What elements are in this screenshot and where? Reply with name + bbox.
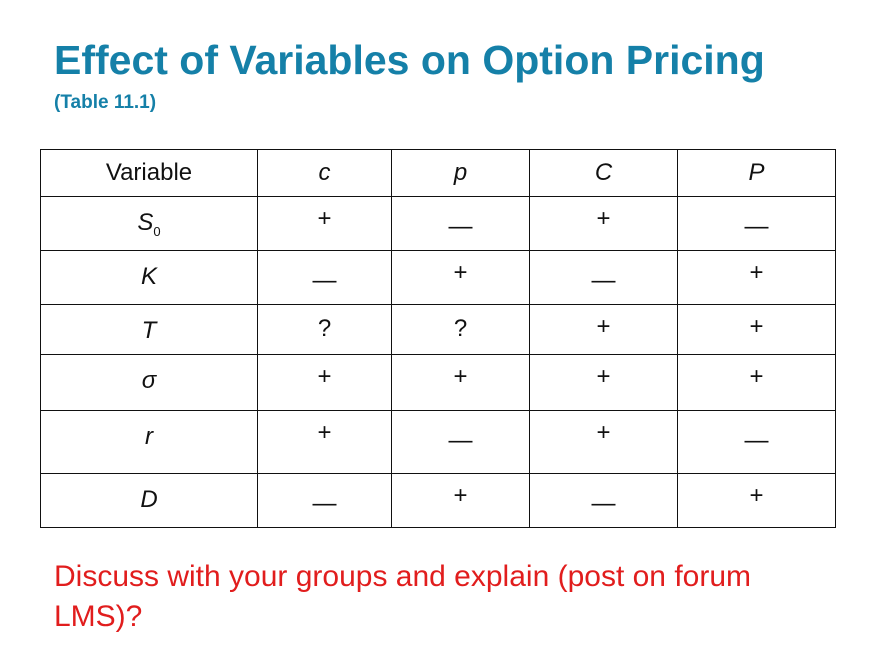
plus-sign: +: [749, 363, 764, 390]
minus-sign: —: [744, 427, 769, 454]
plus-sign: +: [596, 313, 611, 340]
header-p: p: [391, 149, 530, 197]
question-mark: ?: [453, 315, 468, 342]
minus-sign: —: [744, 213, 769, 240]
plus-sign: +: [596, 205, 611, 232]
variable-symbol: S: [137, 209, 154, 236]
option-pricing-table: Variable c p C P S0 + — + — K — + — + T?? + + σ + + + + r +…: [40, 149, 836, 528]
variable-cell: D: [40, 473, 258, 528]
effect-cell: —: [529, 473, 678, 528]
effect-cell: +: [677, 354, 836, 411]
variable-symbol: T: [141, 317, 157, 344]
minus-sign: —: [591, 267, 616, 294]
header-C: C: [529, 149, 678, 197]
effect-cell: —: [677, 196, 836, 251]
variable-label: D: [41, 486, 257, 514]
minus-sign: —: [448, 427, 473, 454]
effect-cell: +: [677, 304, 836, 355]
variable-label: K: [41, 263, 257, 291]
effect-cell: —: [257, 250, 392, 305]
table-row: D — + — +: [40, 473, 836, 528]
table-row: r + — + —: [40, 410, 836, 474]
effect-cell: —: [677, 410, 836, 474]
header-variable: Variable: [40, 149, 258, 197]
effect-cell: +: [257, 410, 392, 474]
variable-cell: σ: [40, 354, 258, 411]
effect-cell: +: [391, 250, 530, 305]
variable-cell: T: [40, 304, 258, 355]
effect-cell: ?: [257, 304, 392, 355]
plus-sign: +: [596, 363, 611, 390]
header-P: P: [677, 149, 836, 197]
plus-sign: +: [596, 419, 611, 446]
plus-sign: +: [453, 363, 468, 390]
effect-cell: +: [391, 354, 530, 411]
minus-sign: —: [312, 267, 337, 294]
variable-label: σ: [41, 367, 257, 395]
variable-label: r: [41, 423, 257, 451]
table-row: K — + — +: [40, 250, 836, 305]
table-row: T?? + +: [40, 304, 836, 355]
variable-symbol: K: [140, 263, 157, 290]
effect-cell: +: [257, 354, 392, 411]
effect-cell: +: [677, 473, 836, 528]
variable-subscript: 0: [153, 223, 161, 239]
plus-sign: +: [317, 363, 332, 390]
plus-sign: +: [317, 205, 332, 232]
table-header-row: Variable c p C P: [40, 149, 836, 197]
effect-cell: +: [529, 354, 678, 411]
variable-label: T: [41, 317, 257, 345]
minus-sign: —: [312, 490, 337, 517]
effect-cell: +: [257, 196, 392, 251]
question-mark: ?: [317, 315, 332, 342]
plus-sign: +: [749, 482, 764, 509]
table-row: S0 + — + —: [40, 196, 836, 251]
effect-cell: —: [529, 250, 678, 305]
table-row: σ + + + +: [40, 354, 836, 411]
slide-subtitle: (Table 11.1): [54, 92, 157, 113]
discussion-prompt: Discuss with your groups and explain (po…: [54, 560, 752, 633]
effect-cell: +: [529, 304, 678, 355]
minus-sign: —: [591, 490, 616, 517]
effect-cell: —: [257, 473, 392, 528]
variable-cell: S0: [40, 196, 258, 251]
effect-cell: +: [391, 473, 530, 528]
plus-sign: +: [453, 482, 468, 509]
variable-symbol: r: [145, 423, 153, 450]
variable-cell: K: [40, 250, 258, 305]
effect-cell: +: [529, 196, 678, 251]
slide-title: Effect of Variables on Option Pricing: [54, 37, 765, 83]
plus-sign: +: [749, 313, 764, 340]
variable-cell: r: [40, 410, 258, 474]
variable-symbol: D: [140, 486, 158, 513]
plus-sign: +: [453, 259, 468, 286]
minus-sign: —: [448, 213, 473, 240]
effect-cell: —: [391, 196, 530, 251]
effect-cell: +: [677, 250, 836, 305]
header-c: c: [257, 149, 392, 197]
effect-cell: ?: [391, 304, 530, 355]
variable-symbol: σ: [141, 367, 157, 394]
plus-sign: +: [749, 259, 764, 286]
variable-label: S0: [41, 209, 257, 239]
plus-sign: +: [317, 419, 332, 446]
effect-cell: —: [391, 410, 530, 474]
effect-cell: +: [529, 410, 678, 474]
